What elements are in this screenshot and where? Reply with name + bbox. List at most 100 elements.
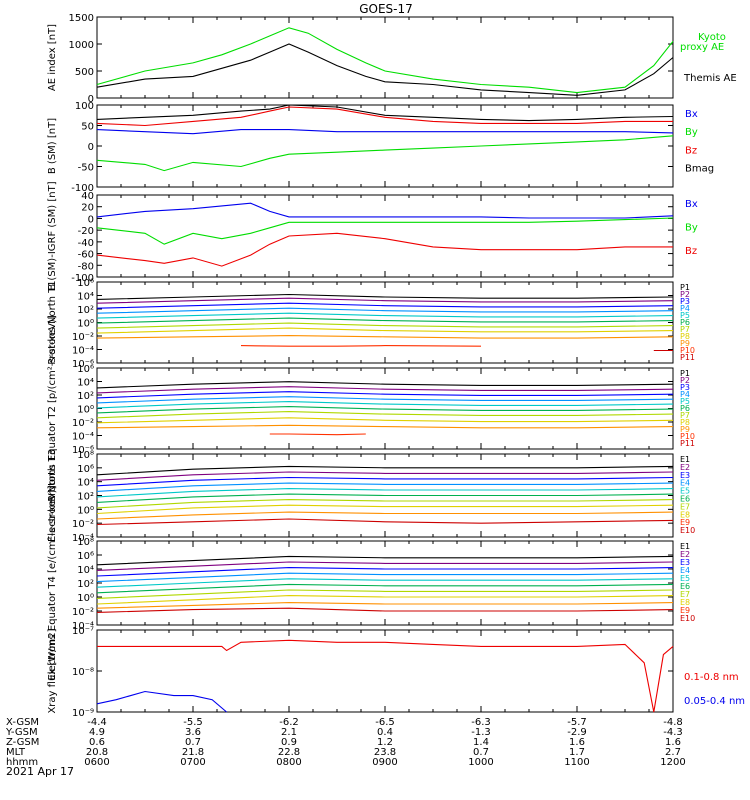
y-axis-label: AE index [nT]	[47, 24, 58, 91]
x-row-value: 1200	[660, 757, 685, 768]
legend-item: P5	[680, 311, 690, 320]
y-tick-label: 0	[88, 94, 94, 105]
y-tick-label: 10⁰	[77, 405, 94, 416]
y-tick-label: 10⁻²	[72, 519, 94, 530]
panel-4: 10⁻⁶ 10⁻⁴ 10⁻² 10⁰ 10² 10⁴ 10⁶ Protons North T1…	[47, 278, 695, 370]
y-tick-label: -50	[78, 163, 94, 174]
series-0-1-0-8-nm	[97, 639, 674, 713]
series-p7	[96, 411, 674, 419]
panel-2: -100 -50 0 50 100 B (SM) [nT] Bx By Bz Bmag	[47, 101, 714, 194]
y-tick-label: -100	[71, 183, 94, 194]
series-p7	[96, 322, 674, 329]
legend-item: P2	[680, 290, 690, 299]
series-kyoto-proxy-ae	[96, 27, 674, 94]
figure-title: GOES-17	[359, 2, 413, 16]
y-tick-label: 1000	[69, 40, 94, 51]
series-bx	[96, 129, 674, 135]
x-row-label: MLT	[6, 747, 26, 758]
legend-item: E7	[680, 502, 690, 511]
legend-item: 0.05-0.4 nm	[684, 696, 745, 707]
x-row-value: 1.6	[569, 737, 585, 748]
legend-item: P7	[680, 411, 690, 420]
panel-5: 10⁻⁶ 10⁻⁴ 10⁻² 10⁰ 10² 10⁴ 10⁶ Protons Equator …	[47, 315, 695, 502]
x-row-value: 1.7	[569, 747, 585, 758]
series-by	[96, 217, 674, 245]
series-e7	[96, 589, 674, 599]
series-e3	[96, 567, 674, 577]
legend-item: E1	[680, 455, 690, 464]
legend-item: Bx	[685, 199, 698, 210]
legend-item: E7	[680, 590, 690, 599]
x-row-value: 0.4	[377, 727, 393, 738]
y-tick-label: 10⁻²	[72, 418, 94, 429]
series-e8	[96, 504, 674, 515]
y-tick-label: 10²	[77, 579, 94, 590]
y-tick-label: 10⁶	[77, 364, 94, 375]
y-tick-label: -100	[71, 273, 94, 284]
y-tick-label: 10⁶	[77, 278, 94, 289]
y-tick-label: 10⁻²	[72, 332, 94, 343]
series-e1	[96, 465, 674, 476]
series-by	[96, 135, 674, 172]
x-row-value: 0.6	[89, 737, 105, 748]
y-axis-label: B (SM)-IGRF (SM) [nT]	[47, 181, 58, 290]
x-row-value: 2.1	[281, 727, 297, 738]
series-e7	[96, 499, 674, 509]
y-tick-label: 20	[81, 203, 94, 214]
legend-item: Bmag	[685, 164, 714, 175]
x-row-value: 0700	[180, 757, 205, 768]
series-e8	[96, 595, 674, 605]
panel-frame	[96, 194, 674, 278]
y-tick-label: 10⁴	[77, 292, 94, 303]
x-row-value: 23.8	[374, 747, 396, 758]
legend-item: P3	[680, 383, 690, 392]
y-axis-label: Protons North T1	[47, 280, 58, 364]
y-tick-label: 10⁻⁷	[72, 626, 94, 637]
series-themis-ae	[96, 43, 674, 96]
y-tick-label: -60	[78, 250, 94, 261]
x-row-label: X-GSM	[6, 717, 39, 728]
series-p4	[96, 307, 674, 314]
series-p10	[240, 345, 482, 347]
y-tick-label: 50	[81, 122, 94, 133]
series-p6	[96, 317, 674, 324]
legend-item: E9	[680, 518, 690, 527]
y-tick-label: 10⁻⁹	[72, 708, 94, 719]
y-tick-label: 10⁻⁶	[72, 359, 94, 370]
legend-item: P8	[680, 332, 690, 341]
legend-item: P6	[680, 318, 690, 327]
y-tick-label: 10⁻⁴	[72, 432, 94, 443]
series-bx	[96, 202, 674, 219]
legend-item: P3	[680, 297, 690, 306]
legend-item: Kyoto	[698, 32, 726, 43]
legend-item: P10	[680, 346, 695, 355]
x-row-value: 0800	[276, 757, 301, 768]
legend-item: P1	[680, 369, 690, 378]
legend-item: E10	[680, 526, 695, 535]
y-tick-label: 40	[81, 191, 94, 202]
x-row-value: 1.2	[377, 737, 393, 748]
x-row-value: -5.7	[567, 717, 587, 728]
legend-item: 0.1-0.8 nm	[684, 672, 739, 683]
y-tick-label: 500	[75, 67, 94, 78]
y-tick-label: 10⁻⁴	[72, 621, 94, 632]
y-tick-label: 0	[88, 142, 94, 153]
legend-item: P7	[680, 325, 690, 334]
legend-item: E4	[680, 566, 690, 575]
y-tick-label: 1500	[69, 13, 94, 24]
y-tick-label: 10⁴	[77, 565, 94, 576]
legend-item: P4	[680, 390, 690, 399]
series-e9	[96, 602, 674, 609]
y-axis-label: Electrons North T3	[47, 449, 58, 542]
legend-item: P8	[680, 418, 690, 427]
legend-item: E4	[680, 479, 690, 488]
series-e6	[96, 493, 674, 503]
y-tick-label: 10⁶	[77, 551, 94, 562]
x-row-value: -6.2	[279, 717, 299, 728]
series-e10	[96, 607, 674, 613]
series-e5	[96, 488, 674, 498]
legend-item: P1	[680, 283, 690, 292]
